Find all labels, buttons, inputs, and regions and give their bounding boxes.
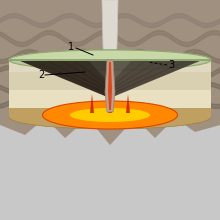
Polygon shape: [110, 60, 202, 98]
Text: 1: 1: [68, 42, 74, 52]
Ellipse shape: [9, 105, 211, 129]
Text: 3: 3: [168, 60, 174, 70]
Polygon shape: [32, 60, 110, 95]
Polygon shape: [9, 60, 211, 72]
Polygon shape: [110, 60, 161, 90]
Ellipse shape: [9, 50, 211, 70]
Ellipse shape: [9, 83, 211, 97]
Polygon shape: [73, 60, 110, 88]
Polygon shape: [110, 60, 188, 95]
Polygon shape: [108, 62, 112, 110]
Polygon shape: [102, 0, 118, 100]
Polygon shape: [110, 60, 174, 93]
Polygon shape: [110, 60, 202, 98]
Ellipse shape: [70, 108, 150, 122]
Polygon shape: [46, 60, 110, 93]
Polygon shape: [110, 60, 147, 88]
Ellipse shape: [9, 66, 211, 78]
Polygon shape: [18, 60, 110, 98]
Text: 2: 2: [38, 70, 44, 80]
Polygon shape: [9, 72, 211, 90]
Polygon shape: [59, 60, 110, 90]
Polygon shape: [108, 90, 112, 113]
Polygon shape: [90, 94, 94, 113]
Polygon shape: [9, 90, 211, 108]
Polygon shape: [0, 0, 220, 145]
Polygon shape: [126, 94, 130, 113]
Polygon shape: [18, 60, 110, 98]
Ellipse shape: [42, 101, 178, 129]
Polygon shape: [9, 50, 211, 60]
Polygon shape: [9, 108, 211, 117]
Polygon shape: [105, 60, 115, 112]
